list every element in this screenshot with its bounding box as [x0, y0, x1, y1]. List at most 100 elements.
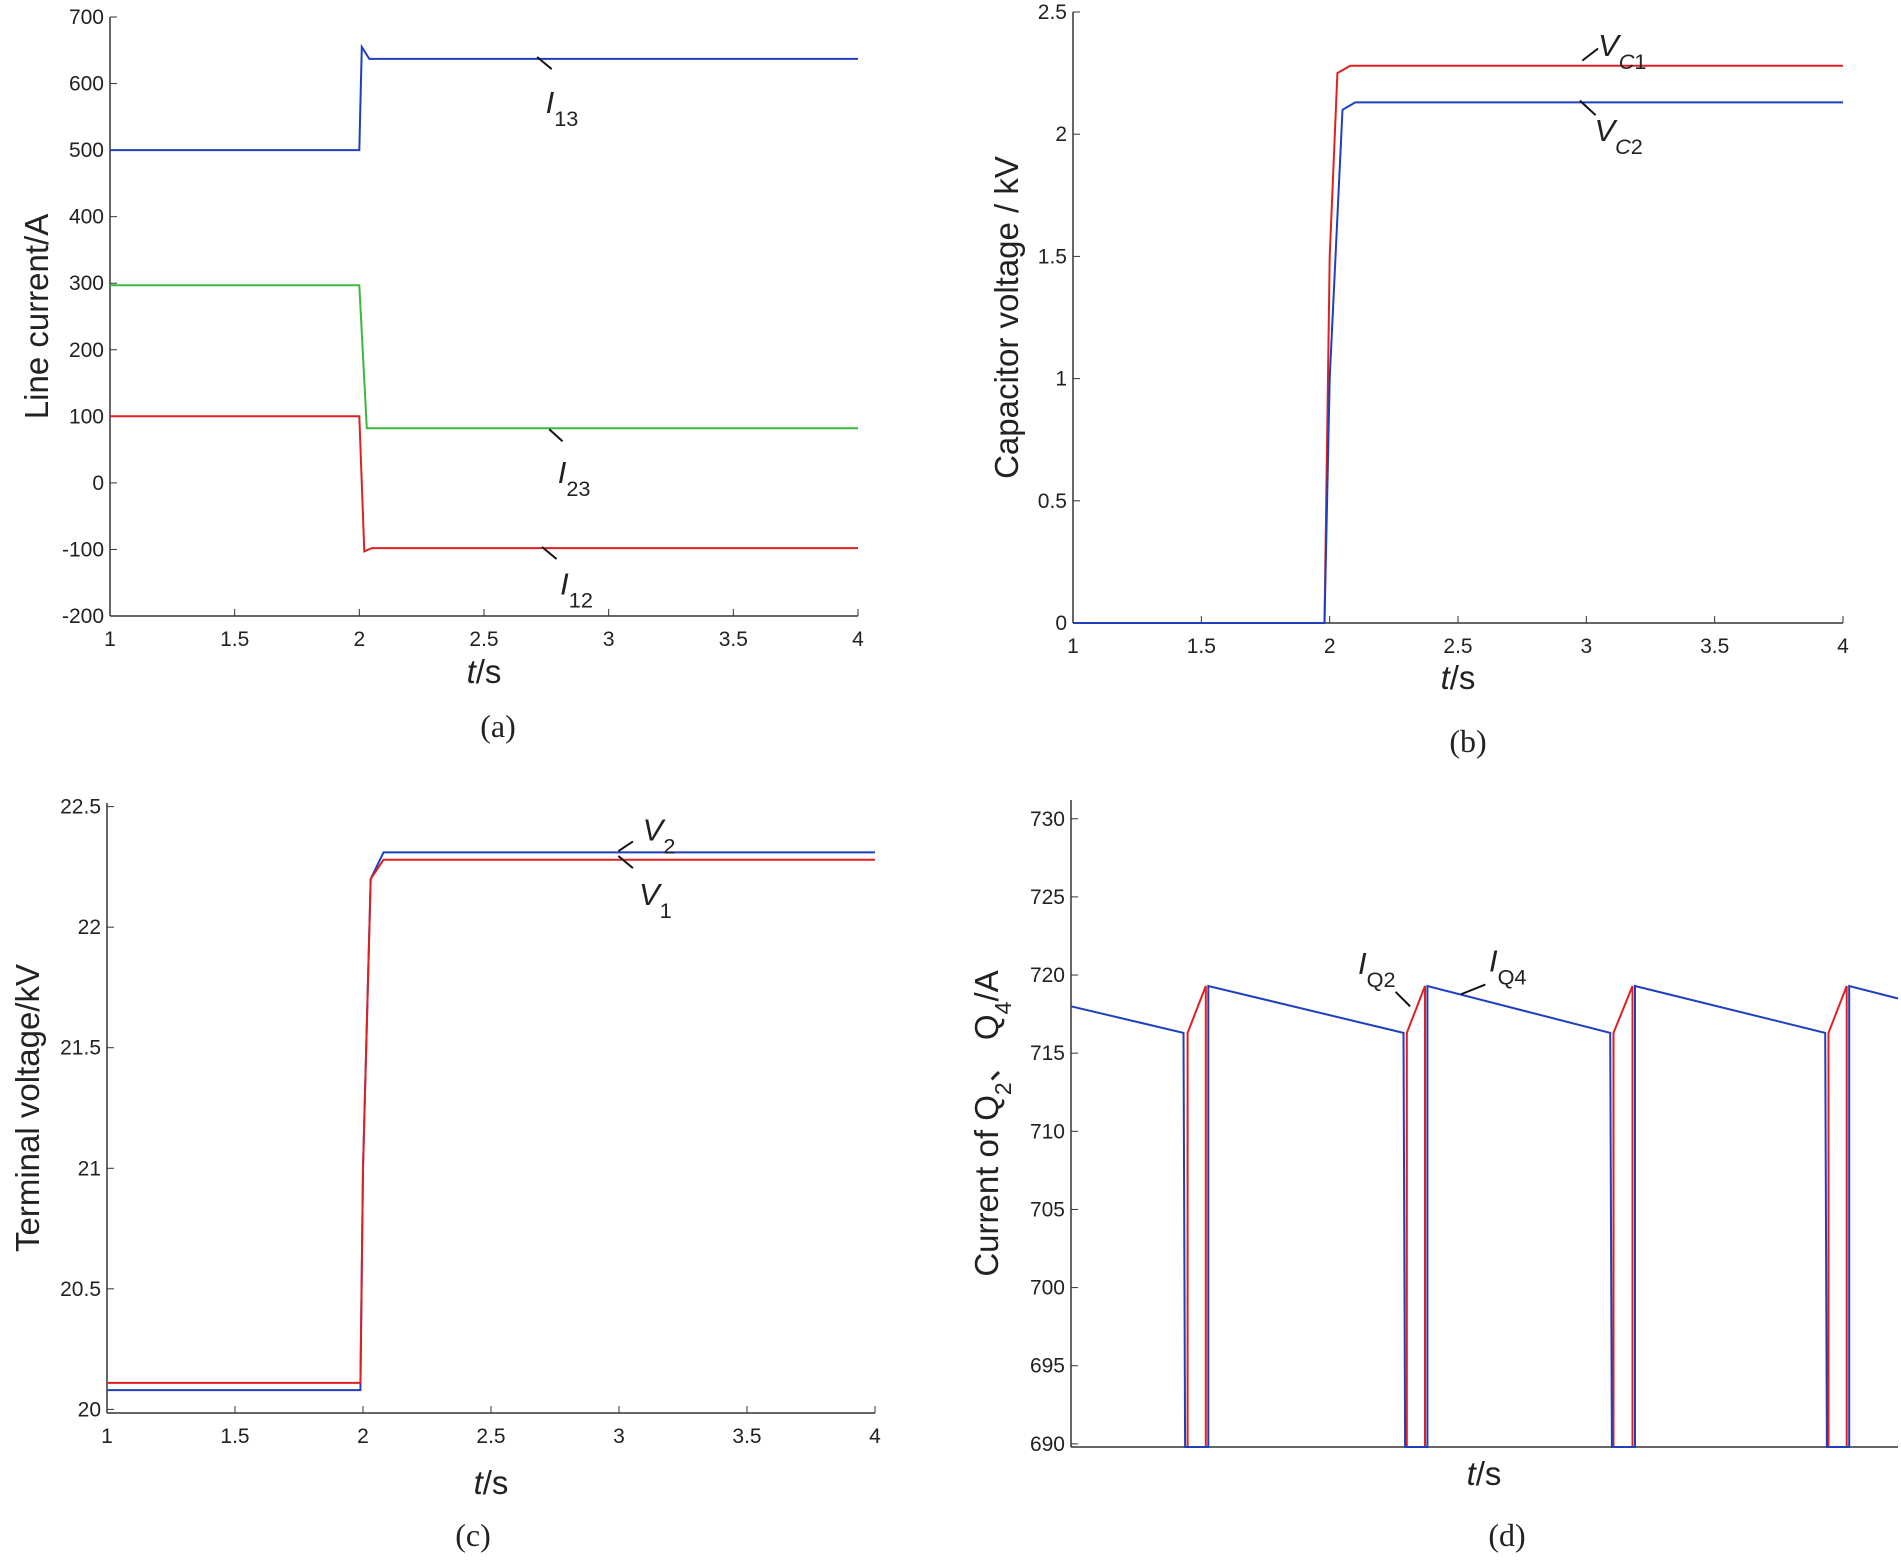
x-tick-label: 1.5 [220, 628, 249, 651]
y-tick-label: 400 [69, 206, 104, 229]
text-part: I [558, 455, 567, 490]
text-part: 2 [990, 1082, 1016, 1095]
caption: (d) [1488, 1517, 1525, 1553]
text-part: /s [1476, 1455, 1502, 1492]
y-tick-label: 0 [92, 472, 104, 495]
line [110, 415, 858, 553]
leader [617, 840, 634, 853]
text-part: 1 [1634, 49, 1646, 74]
y-tick-label: 0.5 [1038, 490, 1067, 513]
x-tick-label: 3 [1580, 635, 1592, 658]
y-tick-label: 2.5 [1038, 1, 1067, 24]
x-axis-label: t/s [1441, 659, 1476, 696]
text-part: Q2 [1367, 966, 1396, 991]
text-part: Capacitor voltage / kV [988, 156, 1025, 479]
text-part: I [1358, 946, 1367, 981]
text-part: V [643, 813, 667, 848]
y-tick-label: 730 [1030, 808, 1065, 831]
line [1070, 984, 1899, 1448]
series-label: V1 [639, 877, 672, 923]
text-part: /s [483, 1464, 509, 1501]
text-part: C [1615, 133, 1631, 158]
text-part: 4 [990, 1001, 1016, 1014]
text-part: C [1619, 49, 1635, 74]
y-tick-label: 100 [69, 405, 104, 428]
x-tick-label: 3.5 [1700, 635, 1729, 658]
y-tick-label: -100 [62, 538, 104, 561]
text-part: 23 [566, 475, 590, 500]
series-label: V2 [643, 813, 676, 859]
leader [1460, 983, 1486, 996]
y-tick-label: 690 [1030, 1433, 1065, 1456]
line [110, 43, 858, 152]
text-part: t [467, 653, 478, 690]
y-tick-label: 22 [78, 916, 101, 939]
x-tick-label: 2.5 [469, 628, 498, 651]
text-part: 2 [1631, 133, 1643, 158]
series-label: VC2 [1594, 113, 1642, 159]
x-axis-label: t/s [467, 653, 502, 690]
series-label: I12 [560, 566, 593, 612]
y-tick-label: 695 [1030, 1355, 1065, 1378]
text-part: t [1467, 1455, 1478, 1492]
y-tick-label: 200 [69, 339, 104, 362]
line [107, 851, 875, 1392]
y-tick-label: 725 [1030, 886, 1065, 909]
text-part: Terminal voltage/kV [9, 964, 46, 1252]
text-part: 13 [554, 106, 578, 131]
text-part: /s [1450, 659, 1476, 696]
series-label: I23 [558, 455, 591, 501]
x-tick-label: 3.5 [732, 1425, 761, 1448]
x-tick-label: 4 [852, 628, 864, 651]
text-part: V [1594, 113, 1618, 148]
text-part: Line current/A [18, 214, 55, 419]
line [1073, 101, 1843, 624]
x-tick-label: 2.5 [1443, 635, 1472, 658]
y-tick-label: 710 [1030, 1120, 1065, 1143]
y-tick-label: 20.5 [60, 1278, 101, 1301]
x-tick-label: 2 [353, 628, 365, 651]
y-tick-label: 1.5 [1038, 245, 1067, 268]
leader [617, 855, 634, 869]
y-axis-label: Terminal voltage/kV [9, 964, 46, 1252]
y-tick-label: 21.5 [60, 1037, 101, 1060]
y-tick-label: 1 [1055, 368, 1067, 391]
series-label: IQ4 [1489, 944, 1527, 990]
leader [1581, 47, 1599, 62]
y-axis-label: Capacitor voltage / kV [988, 156, 1025, 479]
text-part: /s [476, 653, 502, 690]
y-tick-label: 715 [1030, 1042, 1065, 1065]
y-tick-label: 700 [69, 6, 104, 29]
y-tick-label: 720 [1030, 964, 1065, 987]
leader [1394, 991, 1411, 1008]
y-tick-label: 0 [1055, 612, 1067, 635]
x-tick-label: 1.5 [220, 1425, 249, 1448]
caption: (b) [1449, 723, 1486, 759]
x-tick-label: 4 [869, 1425, 881, 1448]
x-tick-label: 2.5 [476, 1425, 505, 1448]
x-axis-label: t/s [474, 1464, 509, 1501]
line [1186, 985, 1848, 1447]
text-part: Current of Q [968, 1095, 1005, 1277]
leader [1579, 99, 1597, 116]
caption: (a) [480, 708, 516, 744]
line [1073, 64, 1843, 624]
x-tick-label: 1 [101, 1425, 113, 1448]
series-label: I13 [546, 85, 579, 131]
leader [536, 56, 553, 70]
x-tick-label: 1.5 [1187, 635, 1216, 658]
y-tick-label: 500 [69, 139, 104, 162]
text-part: t [1441, 659, 1452, 696]
text-part: 、 Q [968, 1014, 1005, 1082]
y-tick-label: 2 [1055, 123, 1067, 146]
series-label: IQ2 [1358, 946, 1396, 992]
y-tick-label: 700 [1030, 1277, 1065, 1300]
text-part: Q4 [1498, 964, 1527, 989]
text-part: I [546, 85, 555, 120]
x-tick-label: 2 [357, 1425, 369, 1448]
y-tick-label: 22.5 [60, 796, 101, 819]
leader [548, 428, 564, 443]
y-tick-label: 705 [1030, 1198, 1065, 1221]
x-tick-label: 3 [613, 1425, 625, 1448]
